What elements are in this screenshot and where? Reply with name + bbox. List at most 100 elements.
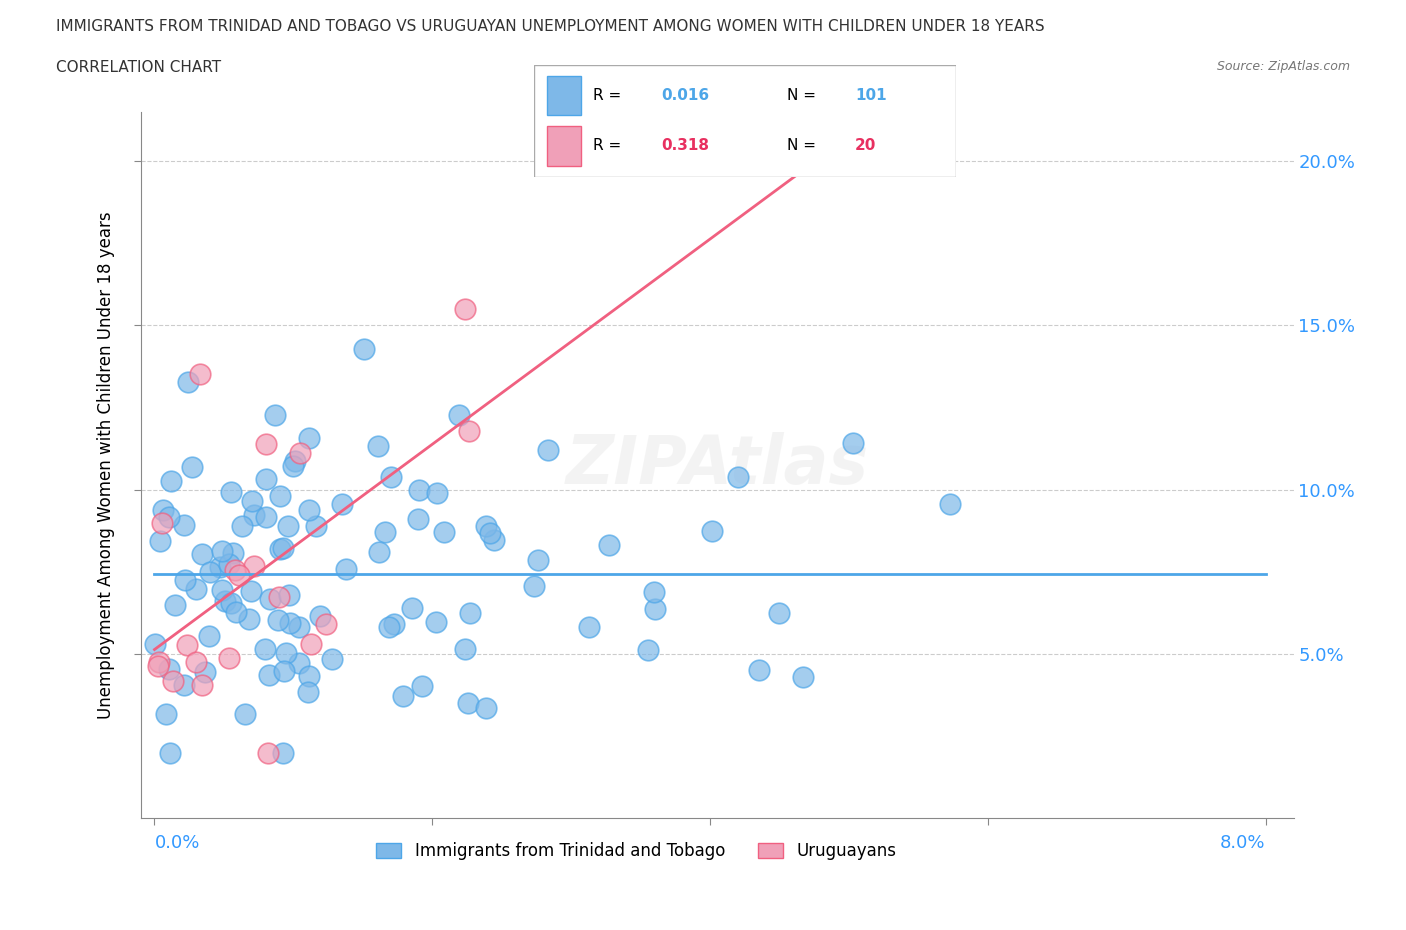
Point [536, 443, 558, 458]
Text: R =: R = [593, 138, 621, 153]
Text: 0.318: 0.318 [661, 138, 709, 153]
Point [458, 423, 481, 438]
Point [408, 483, 430, 498]
Point [454, 302, 477, 317]
Point [643, 585, 665, 600]
Point [152, 503, 174, 518]
Text: IMMIGRANTS FROM TRINIDAD AND TOBAGO VS URUGUAYAN UNEMPLOYMENT AMONG WOMEN WITH C: IMMIGRANTS FROM TRINIDAD AND TOBAGO VS U… [56, 19, 1045, 33]
Point [277, 519, 299, 534]
Point [298, 431, 321, 445]
Point [367, 545, 389, 560]
Point [391, 688, 413, 703]
Point [267, 590, 290, 604]
Point [482, 533, 505, 548]
Point [353, 341, 375, 356]
Point [243, 559, 266, 574]
Point [727, 470, 749, 485]
Point [191, 677, 214, 692]
Point [425, 615, 447, 630]
FancyBboxPatch shape [534, 65, 956, 177]
Point [238, 611, 260, 626]
Text: 0.016: 0.016 [661, 87, 709, 102]
Point [792, 670, 814, 684]
Point [527, 552, 550, 567]
Point [299, 637, 322, 652]
Point [321, 652, 343, 667]
Point [191, 547, 214, 562]
Point [578, 620, 600, 635]
Point [475, 701, 498, 716]
Point [254, 472, 277, 486]
Point [637, 642, 659, 657]
Point [254, 642, 277, 657]
Point [271, 745, 294, 760]
Point [208, 560, 231, 575]
Point [198, 629, 221, 644]
Point [254, 436, 277, 451]
Point [644, 602, 666, 617]
Point [377, 619, 399, 634]
Point [214, 593, 236, 608]
Point [146, 658, 169, 673]
Point [309, 608, 332, 623]
Point [335, 562, 357, 577]
Point [263, 407, 285, 422]
Point [367, 439, 389, 454]
Y-axis label: Unemployment Among Women with Children Under 18 years: Unemployment Among Women with Children U… [97, 211, 115, 719]
Point [288, 619, 311, 634]
Text: 8.0%: 8.0% [1220, 834, 1265, 852]
Point [411, 678, 433, 693]
Point [458, 605, 481, 620]
Point [475, 518, 498, 533]
Point [426, 486, 449, 501]
Point [288, 445, 311, 460]
Point [382, 617, 405, 631]
Point [181, 459, 204, 474]
Point [842, 435, 865, 450]
Point [259, 591, 281, 606]
Point [271, 540, 294, 555]
Point [148, 655, 170, 670]
Point [211, 582, 233, 597]
Text: CORRELATION CHART: CORRELATION CHART [56, 60, 221, 75]
Point [218, 650, 240, 665]
Point [150, 516, 173, 531]
Point [278, 588, 301, 603]
Point [155, 707, 177, 722]
Text: 101: 101 [855, 87, 886, 102]
Point [433, 525, 456, 539]
Point [162, 674, 184, 689]
Point [221, 596, 243, 611]
Point [298, 669, 321, 684]
Point [224, 563, 246, 578]
Point [221, 485, 243, 499]
Point [938, 497, 960, 512]
Point [159, 510, 181, 525]
Point [273, 664, 295, 679]
Point [225, 605, 247, 620]
Point [269, 488, 291, 503]
Point [768, 605, 790, 620]
Point [523, 578, 546, 593]
Point [284, 453, 307, 468]
Point [222, 545, 245, 560]
Text: N =: N = [787, 138, 817, 153]
Point [240, 494, 263, 509]
Point [702, 524, 724, 538]
Point [228, 567, 250, 582]
Point [159, 745, 181, 760]
Point [149, 534, 172, 549]
Point [176, 637, 198, 652]
Point [200, 565, 222, 579]
Point [173, 518, 195, 533]
Point [479, 525, 502, 540]
Text: Source: ZipAtlas.com: Source: ZipAtlas.com [1216, 60, 1350, 73]
Text: R =: R = [593, 87, 621, 102]
Point [315, 617, 337, 631]
Point [374, 525, 396, 539]
Point [454, 642, 477, 657]
Point [281, 458, 304, 473]
Point [173, 677, 195, 692]
Point [174, 573, 197, 588]
Point [304, 518, 326, 533]
